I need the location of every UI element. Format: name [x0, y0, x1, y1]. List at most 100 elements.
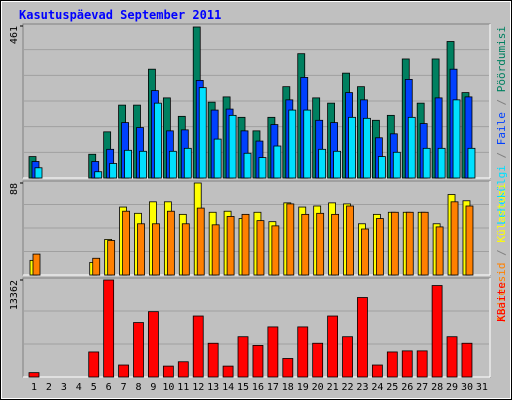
bar — [273, 145, 282, 179]
bar — [183, 147, 192, 179]
bar — [301, 213, 310, 276]
bar — [168, 150, 177, 179]
bar — [256, 220, 265, 276]
y-tick-label: 461 — [9, 26, 20, 44]
x-tick-label: 12 — [192, 382, 204, 393]
bar — [107, 240, 116, 276]
bar — [401, 350, 413, 378]
x-tick-label: 5 — [91, 382, 97, 393]
bar — [103, 279, 115, 378]
bar — [139, 150, 147, 179]
x-tick-label: 15 — [237, 382, 249, 393]
bar — [375, 218, 384, 276]
bar — [431, 285, 443, 378]
bar — [371, 364, 383, 378]
bar — [327, 315, 339, 378]
bar — [342, 336, 353, 378]
bar — [154, 102, 162, 179]
bar — [446, 336, 458, 378]
x-tick-label: 6 — [106, 382, 112, 393]
bar — [166, 210, 175, 276]
bar — [390, 211, 399, 276]
bar — [348, 116, 356, 179]
bar — [198, 87, 207, 179]
bar — [386, 351, 398, 378]
x-tick-label: 10 — [162, 382, 174, 393]
legend-separator: / — [495, 92, 508, 112]
x-tick-label: 28 — [431, 382, 443, 393]
legend-entry: Külastusi — [495, 183, 508, 243]
bar — [377, 156, 386, 179]
bar — [181, 223, 190, 276]
bar — [226, 216, 235, 276]
x-tick-label: 31 — [476, 382, 488, 393]
bar — [363, 117, 371, 179]
x-tick-label: 22 — [342, 382, 354, 393]
x-tick-label: 4 — [76, 382, 82, 393]
legend-entry: Lehekülgi — [495, 165, 508, 225]
bar — [196, 207, 205, 276]
bar — [122, 210, 130, 276]
bar — [416, 350, 428, 378]
bar — [282, 358, 294, 378]
bar — [303, 109, 312, 179]
legend-entry: KBaite — [495, 282, 508, 322]
x-tick-label: 17 — [267, 382, 279, 393]
y-tick-label: 88 — [9, 183, 20, 195]
bar — [318, 148, 327, 179]
y-tick-label: 13362 — [9, 280, 20, 310]
bar — [124, 149, 132, 179]
x-tick-label: 14 — [222, 382, 234, 393]
bar — [148, 311, 159, 378]
bar — [312, 342, 324, 378]
x-tick-label: 9 — [150, 382, 156, 393]
bar — [237, 336, 249, 378]
bar — [258, 157, 267, 179]
legend-separator: / — [495, 145, 508, 165]
bar — [357, 297, 368, 378]
x-tick-label: 27 — [416, 382, 428, 393]
bar — [420, 211, 429, 276]
bar — [34, 167, 43, 179]
bar — [177, 361, 189, 378]
bar — [241, 213, 250, 276]
x-tick-label: 13 — [207, 382, 219, 393]
bar — [133, 322, 144, 378]
bar — [346, 205, 354, 276]
bar — [152, 223, 160, 276]
legend: KBaite — [495, 282, 508, 322]
bar — [392, 151, 401, 179]
bar — [407, 116, 416, 179]
x-tick-label: 16 — [252, 382, 264, 393]
x-tick-label: 11 — [177, 382, 189, 393]
bar — [137, 223, 145, 276]
bar — [32, 253, 41, 276]
bar — [437, 147, 446, 179]
bar — [450, 201, 459, 276]
bar — [297, 326, 309, 378]
chart-title: Kasutuspäevad September 2011 — [19, 8, 221, 22]
bar — [252, 345, 264, 378]
x-tick-label: 20 — [312, 382, 324, 393]
bar — [118, 364, 129, 378]
x-tick-label: 30 — [461, 382, 473, 393]
x-tick-label: 2 — [46, 382, 52, 393]
x-tick-label: 18 — [282, 382, 294, 393]
bar — [162, 365, 174, 378]
bar — [452, 99, 461, 179]
legend: Aadressid / Külastusi — [495, 183, 508, 322]
x-tick-label: 21 — [327, 382, 339, 393]
bar — [422, 147, 431, 179]
bar — [435, 226, 444, 276]
bar — [88, 351, 100, 378]
bar — [207, 342, 219, 378]
x-tick-label: 29 — [446, 382, 458, 393]
x-tick-label: 19 — [297, 382, 309, 393]
x-tick-label: 7 — [121, 382, 127, 393]
legend-entry: Pöördumisi — [495, 26, 508, 92]
bar — [331, 213, 340, 276]
bar — [333, 150, 342, 179]
x-tick-label: 26 — [401, 382, 413, 393]
legend-entry: Faile — [495, 112, 508, 145]
